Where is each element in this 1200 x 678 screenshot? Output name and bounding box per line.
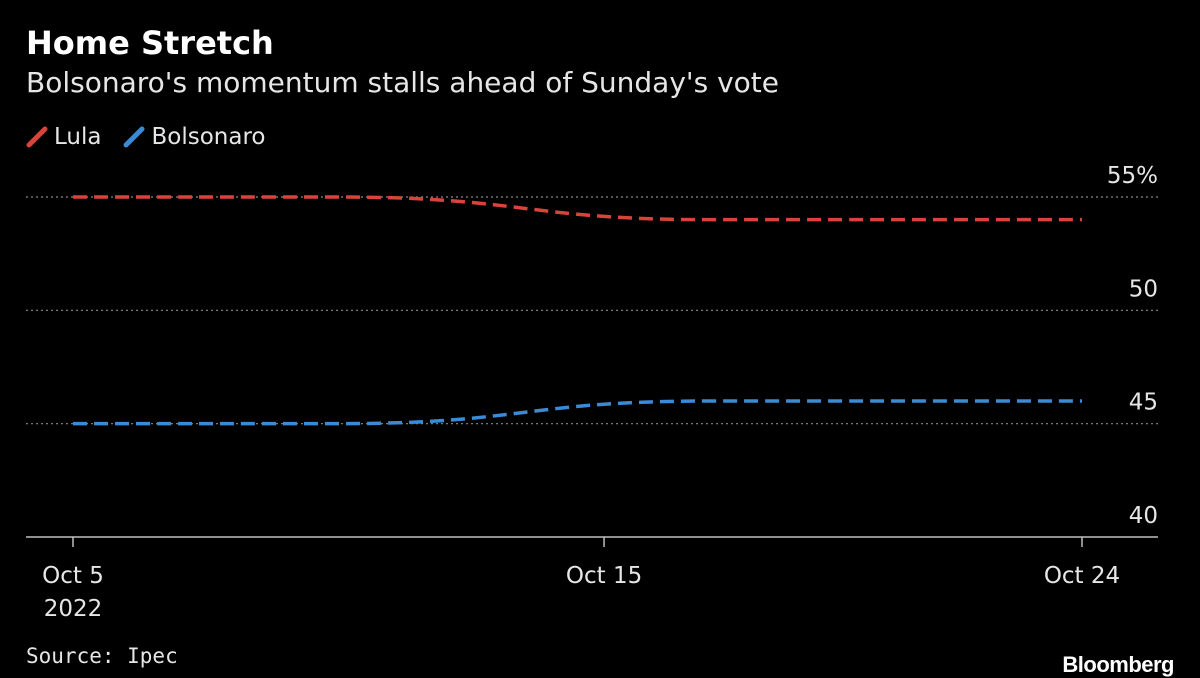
- x-tick-label-0: Oct 5: [42, 563, 104, 589]
- bloomberg-logo: Bloomberg: [1062, 652, 1174, 677]
- legend-label-bolsonaro: Bolsonaro: [151, 124, 266, 150]
- legend-item-lula: Lula: [26, 124, 101, 150]
- source-note: Source: Ipec: [26, 644, 178, 668]
- x-tick-label-2: Oct 24: [1044, 563, 1120, 589]
- series-line-lula: [73, 195, 1082, 222]
- chart-title: Home Stretch: [26, 24, 274, 62]
- y-tick-label-55: 55%: [1107, 163, 1158, 189]
- x-tick-sublabel-0: 2022: [44, 596, 103, 622]
- legend-label-lula: Lula: [54, 124, 102, 150]
- y-tick-label-45: 45: [1129, 390, 1158, 416]
- legend-swatch-bolsonaro: [123, 126, 145, 148]
- x-axis: [26, 536, 1158, 547]
- legend: Lula Bolsonaro: [26, 124, 287, 150]
- series-lines: [72, 195, 1082, 426]
- legend-item-bolsonaro: Bolsonaro: [123, 124, 265, 150]
- series-line-bolsonaro: [72, 399, 1082, 426]
- chart-subtitle: Bolsonaro's momentum stalls ahead of Sun…: [26, 66, 779, 99]
- y-tick-label-50: 50: [1129, 276, 1158, 302]
- gridlines: [26, 196, 1158, 425]
- tick-labels: 55% 50 45 40 Oct 5 2022 Oct 15 Oct 24: [42, 163, 1158, 622]
- legend-swatch-lula: [26, 126, 48, 148]
- x-tick-label-1: Oct 15: [566, 563, 642, 589]
- y-tick-label-40: 40: [1129, 503, 1158, 529]
